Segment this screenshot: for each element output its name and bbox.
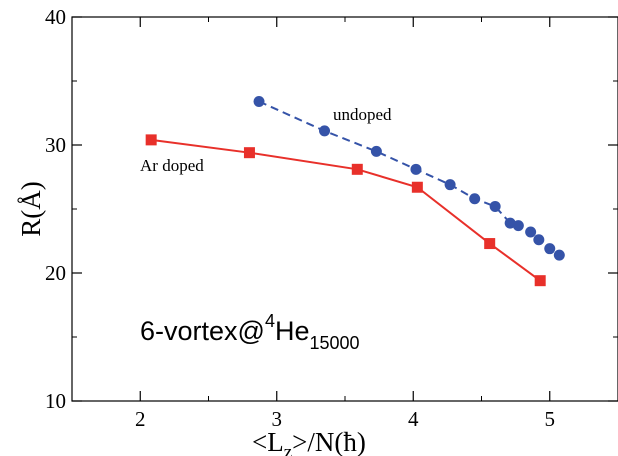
x-tick-label: 5 <box>545 407 556 431</box>
x-tick-label: 3 <box>272 407 283 431</box>
y-tick-label: 30 <box>45 133 66 157</box>
data-point <box>525 226 537 238</box>
data-point <box>534 275 546 287</box>
y-tick-label: 20 <box>45 261 66 285</box>
series-label-undoped: undoped <box>333 105 392 124</box>
series-0 <box>145 134 546 287</box>
series-line <box>258 100 560 256</box>
data-point <box>533 234 545 246</box>
data-point <box>553 249 565 261</box>
axes-ticks: 2 3 4 5 10 20 30 40 <box>45 5 618 431</box>
data-point <box>484 238 496 250</box>
system-annotation: 6-vortex@4He15000 <box>140 311 360 353</box>
data-point <box>544 243 556 255</box>
series-line <box>151 138 541 282</box>
y-axis-title: R(Å) <box>16 181 46 237</box>
data-point <box>411 181 423 193</box>
data-point <box>410 163 422 175</box>
data-point <box>512 220 524 232</box>
data-point <box>243 147 255 159</box>
data-point <box>253 95 265 107</box>
data-point <box>469 193 481 205</box>
data-point <box>145 134 157 146</box>
series-1 <box>253 95 565 261</box>
data-point <box>370 145 382 157</box>
y-tick-label: 40 <box>45 5 66 29</box>
data-point <box>489 200 501 212</box>
data-point <box>444 179 456 191</box>
x-tick-label: 2 <box>135 407 146 431</box>
series-label-ar-doped: Ar doped <box>140 156 204 175</box>
x-axis-title: <Lz>/N(ħ) <box>252 427 366 456</box>
x-tick-label: 4 <box>408 407 419 431</box>
data-point <box>319 125 331 137</box>
data-point <box>351 163 363 175</box>
y-tick-label: 10 <box>45 389 66 413</box>
series-layer <box>145 95 565 287</box>
